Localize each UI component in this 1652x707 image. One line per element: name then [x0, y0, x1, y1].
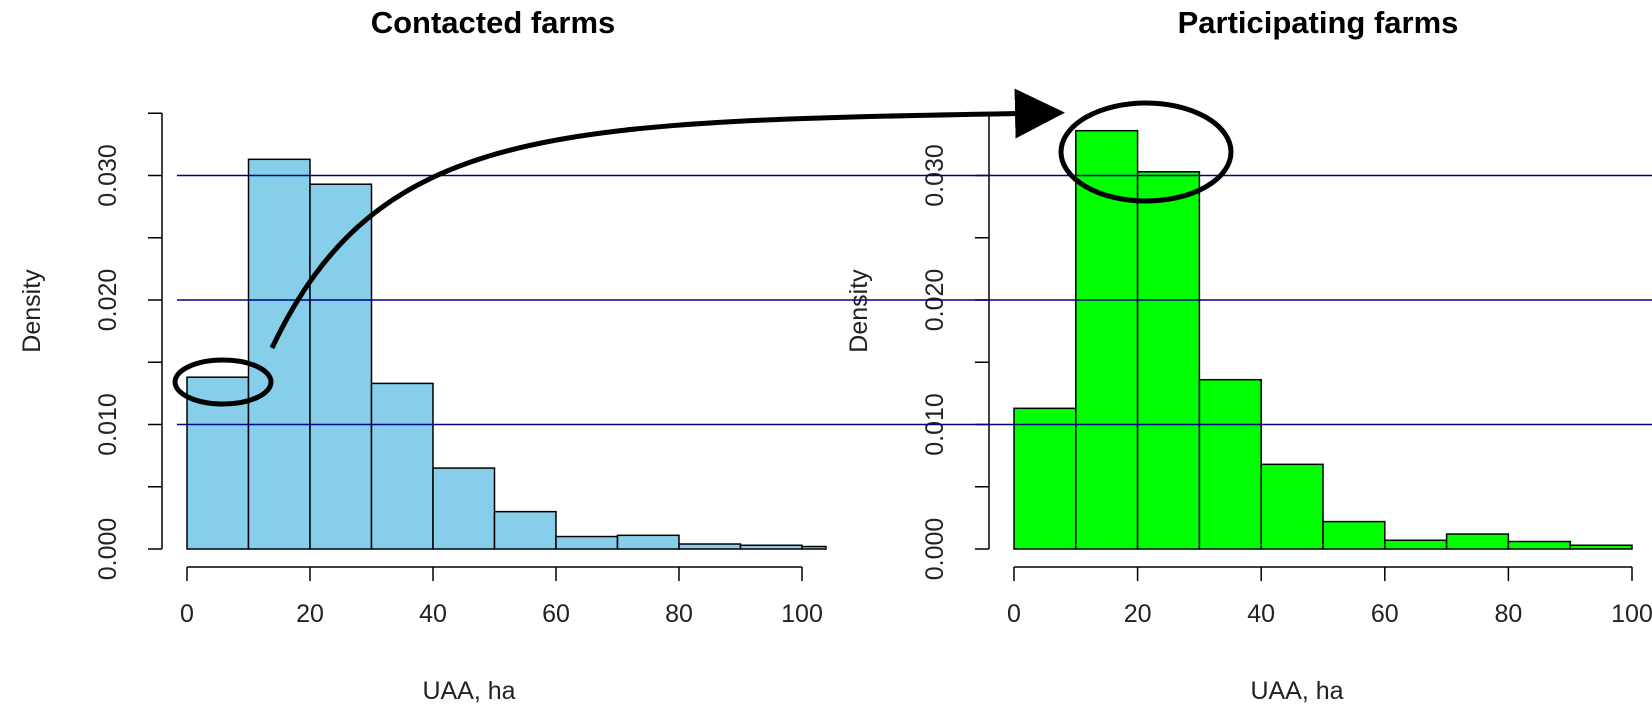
- x-tick-label: 100: [781, 600, 823, 628]
- y-axis-label: Density: [18, 269, 46, 353]
- histogram-bar: [1260, 463, 1324, 550]
- histogram-bar: [616, 534, 680, 550]
- x-axis-label: UAA, ha: [1250, 677, 1343, 705]
- bar-group: [1013, 129, 1633, 550]
- x-tick-label: 60: [1371, 600, 1399, 628]
- x-tick-label: 40: [1247, 600, 1275, 628]
- y-tick-label: 0.010: [94, 393, 122, 456]
- histogram-bar: [1322, 520, 1386, 550]
- y-axis: 0.000 0.010 0.020 0.030: [94, 112, 163, 581]
- histogram-bar: [555, 535, 619, 550]
- contacted-farms-panel: Contacted farms 0.000 0.010 0.020 0.030 0 20…: [18, 5, 827, 705]
- x-tick-label: 0: [180, 600, 194, 628]
- annotation-ellipse-small: [172, 357, 274, 407]
- histogram-bar: [1198, 378, 1262, 550]
- histogram-bar: [247, 158, 311, 550]
- histogram-bar: [432, 467, 496, 550]
- x-axis: 0 20 40 60 80 100: [180, 566, 823, 628]
- y-tick-label: 0.000: [921, 518, 949, 581]
- histogram-bar: [1445, 533, 1510, 550]
- histogram-bar: [1507, 540, 1571, 550]
- x-tick-label: 80: [1494, 600, 1522, 628]
- chart-title: Contacted farms: [371, 5, 616, 40]
- x-tick-label: 20: [296, 600, 324, 628]
- histogram-bar: [678, 543, 742, 550]
- histogram-bar: [1013, 407, 1077, 550]
- histogram-bar: [370, 382, 434, 550]
- y-tick-label: 0.000: [94, 518, 122, 581]
- annotation-ellipse-large: [1058, 100, 1234, 204]
- x-tick-label: 0: [1007, 600, 1021, 628]
- x-tick-label: 80: [665, 600, 693, 628]
- participating-farms-panel: Participating farms 0.0000.0100.0200.030…: [845, 5, 1652, 705]
- x-axis: 0 20 40 60 80 100: [1007, 566, 1652, 628]
- chart-title: Participating farms: [1178, 5, 1459, 40]
- histogram-bar: [493, 510, 557, 550]
- reference-lines: [177, 174, 1652, 426]
- x-axis-label: UAA, ha: [422, 677, 515, 705]
- annotation-arrow: [269, 88, 1065, 350]
- histogram-bar: [1136, 171, 1201, 550]
- histogram-bar: [1384, 539, 1448, 550]
- histogram-bar: [739, 544, 803, 550]
- y-axis-label: Density: [845, 269, 873, 353]
- y-tick-label: 0.030: [94, 144, 122, 207]
- x-tick-label: 40: [419, 600, 447, 628]
- x-tick-label: 60: [542, 600, 570, 628]
- x-tick-label: 100: [1611, 600, 1652, 628]
- x-tick-label: 20: [1124, 600, 1152, 628]
- histogram-bar: [1569, 544, 1633, 550]
- bar-group: [186, 158, 827, 550]
- y-tick-label: 0.020: [94, 269, 122, 332]
- histogram-bar: [309, 183, 373, 550]
- histogram-bar: [801, 545, 827, 550]
